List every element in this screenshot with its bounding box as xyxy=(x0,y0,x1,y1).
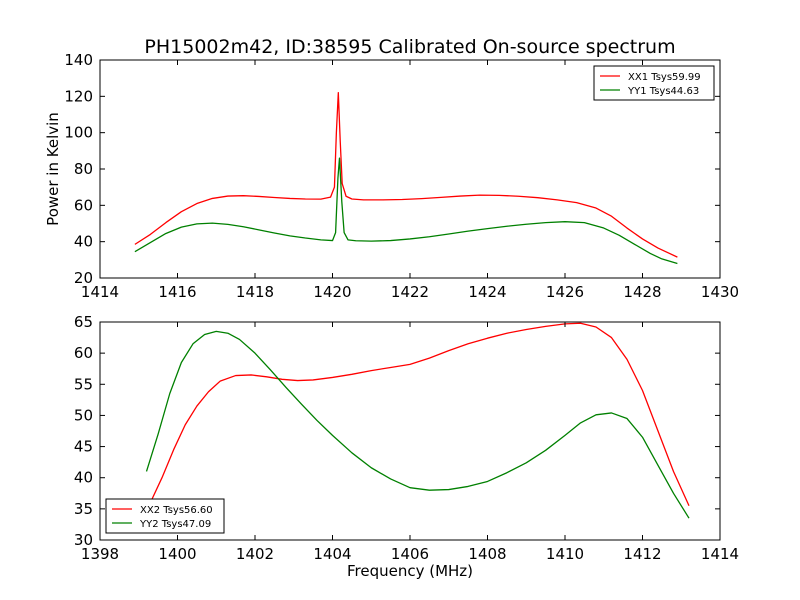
top-series-line-1 xyxy=(134,92,678,258)
figure-title: PH15002m42, ID:38595 Calibrated On-sourc… xyxy=(144,36,675,58)
top-plot-area: 1414 1416 1418 1420 1422 1424 1426 1428 1430 20 40… xyxy=(64,51,739,301)
bottom-xlabel: Frequency (MHz) xyxy=(347,562,473,580)
top-legend-label-1: XX1 Tsys59.99 xyxy=(628,72,701,83)
top-ytick-label: 80 xyxy=(74,160,93,178)
bottom-xtick-label: 1408 xyxy=(468,545,506,563)
bottom-ytick-label: 45 xyxy=(74,438,93,456)
bottom-plot-area: 1398 1400 1402 1404 1406 1408 1410 1412 1414 30 35… xyxy=(74,313,739,563)
bottom-ytick-label: 30 xyxy=(74,531,93,549)
top-ytick-label: 40 xyxy=(74,233,93,251)
bottom-ytick-label: 35 xyxy=(74,500,93,518)
bottom-ytick-label: 55 xyxy=(74,375,93,393)
top-subplot: Power in Kelvin 1414 1416 1418 1420 1422 1424… xyxy=(44,51,739,301)
bottom-legend-box xyxy=(105,498,225,534)
bottom-legend-label-2: YY2 Tsys47.09 xyxy=(139,519,211,530)
top-ytick-label: 140 xyxy=(64,51,93,69)
top-xtick-label: 1418 xyxy=(236,283,274,301)
top-ytick-label: 20 xyxy=(74,269,93,287)
top-ylabel: Power in Kelvin xyxy=(44,112,62,226)
bottom-ytick-label: 40 xyxy=(74,469,93,487)
top-series-line-2 xyxy=(134,157,678,265)
bottom-xtick-label: 1406 xyxy=(391,545,429,563)
bottom-legend: XX2 Tsys56.60 YY2 Tsys47.09 xyxy=(105,498,225,534)
top-ytick-label: 120 xyxy=(64,87,93,105)
top-legend-label-2: YY1 Tsys44.63 xyxy=(627,86,699,97)
bottom-xtick-label: 1404 xyxy=(313,545,351,563)
bottom-xtick-label: 1400 xyxy=(158,545,196,563)
top-ytick-label: 60 xyxy=(74,196,93,214)
bottom-subplot: Frequency (MHz) 1398 1400 1402 1404 1406 1408… xyxy=(74,313,739,580)
bottom-xtick-label: 1398 xyxy=(81,545,119,563)
top-xtick-label: 1424 xyxy=(468,283,506,301)
bottom-xtick-label: 1412 xyxy=(623,545,661,563)
top-ytick-label: 100 xyxy=(64,124,93,142)
top-xtick-label: 1428 xyxy=(623,283,661,301)
bottom-xtick-label: 1414 xyxy=(701,545,739,563)
bottom-series-line-1 xyxy=(149,322,690,507)
bottom-legend-label-1: XX2 Tsys56.60 xyxy=(140,505,213,516)
bottom-ytick-label: 65 xyxy=(74,313,93,331)
top-legend-box xyxy=(593,65,715,101)
top-xtick-label: 1430 xyxy=(701,283,739,301)
bottom-xtick-label: 1402 xyxy=(236,545,274,563)
top-xtick-label: 1416 xyxy=(158,283,196,301)
top-xtick-label: 1422 xyxy=(391,283,429,301)
top-xtick-label: 1426 xyxy=(546,283,584,301)
bottom-xtick-label: 1410 xyxy=(546,545,584,563)
bottom-ytick-label: 60 xyxy=(74,344,93,362)
top-xtick-label: 1414 xyxy=(81,283,119,301)
bottom-ytick-label: 50 xyxy=(74,406,93,424)
top-legend: XX1 Tsys59.99 YY1 Tsys44.63 xyxy=(593,65,715,101)
top-xtick-label: 1420 xyxy=(313,283,351,301)
bottom-series-line-2 xyxy=(145,330,690,519)
